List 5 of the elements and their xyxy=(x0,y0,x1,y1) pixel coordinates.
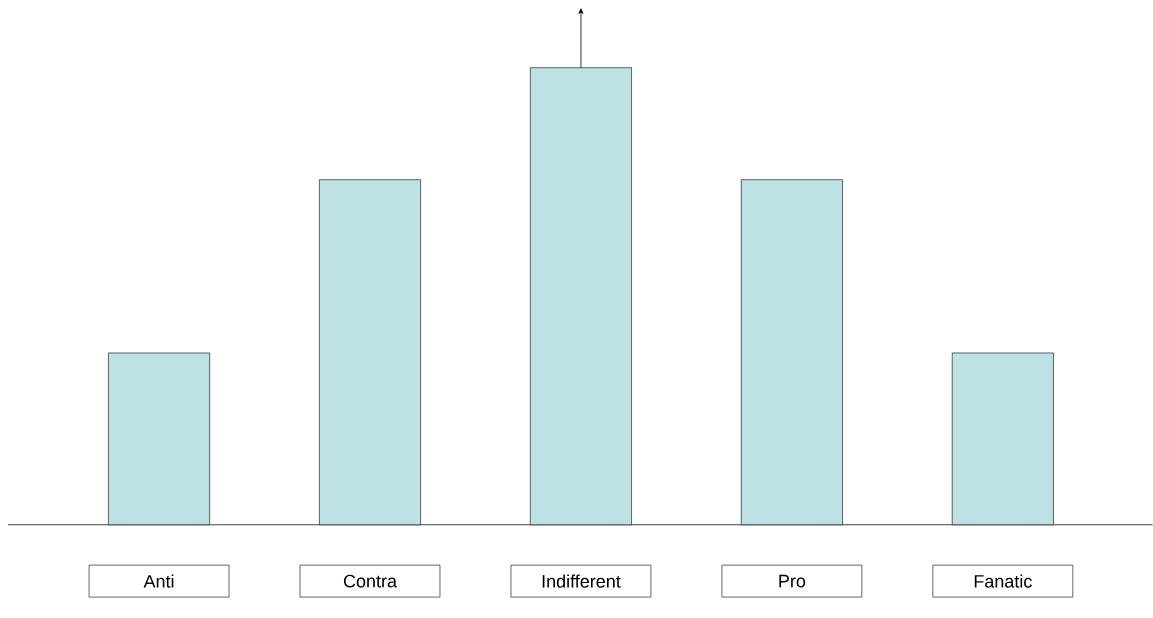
x-tick-label: Fanatic xyxy=(974,574,1032,588)
x-tick-label: Pro xyxy=(779,574,806,588)
x-tick-label: Indifferent xyxy=(542,574,621,588)
x-tick-label: Contra xyxy=(343,574,397,588)
x-tick-label: Anti xyxy=(143,574,174,588)
